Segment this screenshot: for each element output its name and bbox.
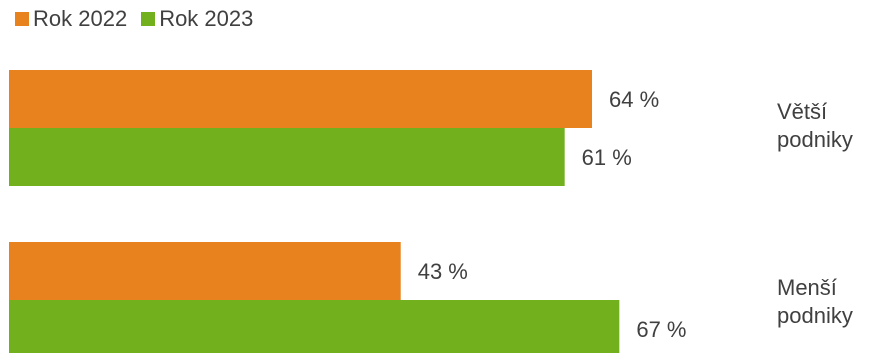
category-label-smaller-line2: podniky [777, 303, 853, 328]
category-label-larger-line2: podniky [777, 127, 853, 152]
bar-smaller-rok-2023 [9, 300, 620, 353]
bar-larger-rok-2023 [9, 128, 565, 186]
data-label-smaller-rok-2022: 43 % [418, 259, 468, 284]
bar-smaller-rok-2022 [9, 242, 401, 300]
legend: Rok 2022 Rok 2023 [15, 6, 267, 32]
legend-swatch-2023 [141, 12, 156, 26]
category-label-larger-firms: Větší podniky [777, 98, 869, 154]
legend-label-2023: Rok 2023 [159, 6, 254, 31]
legend-item-2022: Rok 2022 [15, 6, 127, 32]
category-label-smaller-firms: Menší podniky [777, 274, 869, 330]
legend-label-2022: Rok 2022 [33, 6, 128, 31]
legend-item-2023: Rok 2023 [141, 6, 253, 32]
legend-swatch-2022 [15, 12, 29, 26]
category-label-smaller-line1: Menší [777, 275, 837, 300]
data-label-smaller-rok-2023: 67 % [636, 317, 686, 342]
category-label-larger-line1: Větší [777, 99, 828, 124]
data-label-larger-rok-2023: 61 % [582, 145, 632, 170]
data-label-larger-rok-2022: 64 % [609, 87, 659, 112]
bar-larger-rok-2022 [9, 70, 592, 128]
